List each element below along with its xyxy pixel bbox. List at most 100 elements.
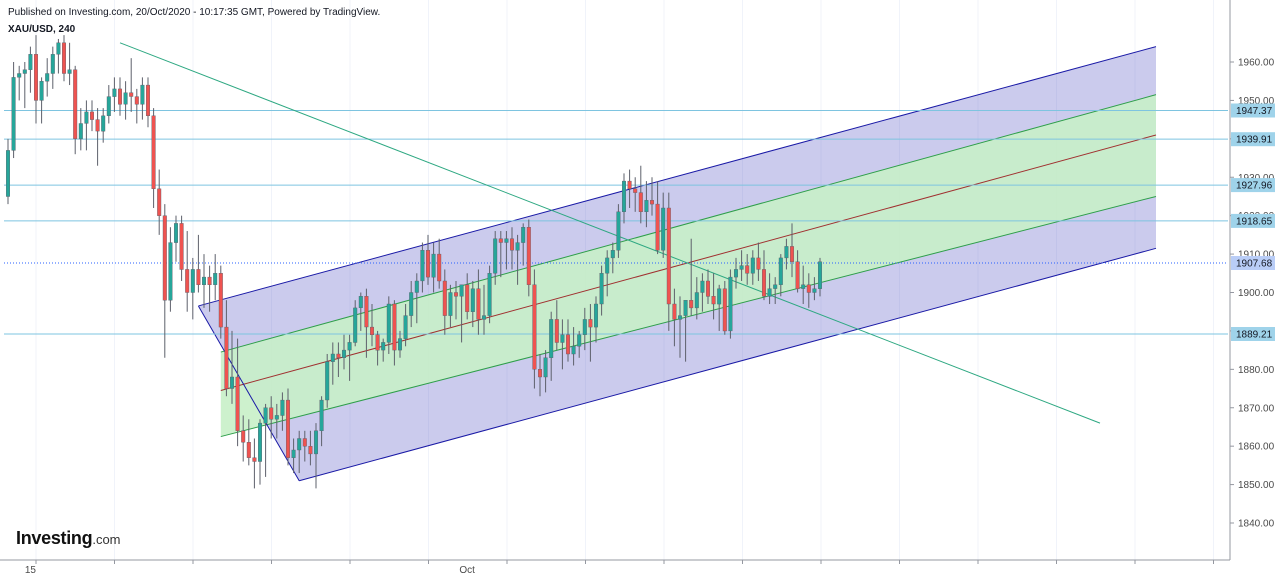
candle-body-down [633,188,638,193]
candle-body-down [308,446,313,455]
price-tag-bg [1231,132,1275,147]
candle-body-down [510,238,515,251]
candle [185,231,190,312]
candle [482,284,487,335]
time-axis[interactable]: 15 Oct [0,559,1230,576]
candle [325,353,330,408]
candle [818,257,823,297]
candle [22,62,27,109]
candle [207,265,212,312]
candle-body-up [784,246,789,259]
channel-inner-lower-line [220,195,1157,438]
candle [123,81,128,120]
candle [739,250,744,281]
candle-body-up [801,284,806,289]
candle-body-down [756,257,761,270]
candle [218,265,223,339]
candle-body-down [207,276,212,286]
candle-body-down [302,438,307,447]
price-tag-bg [1231,178,1275,193]
candle [258,419,263,485]
candle [790,223,795,278]
candle-body-down [375,334,380,351]
candle-body-down [218,273,223,328]
candle-body-down [426,249,431,278]
candle-body-down [476,288,481,320]
candle [678,296,683,358]
candle-body-down [762,269,767,297]
price-tag-bg [1231,103,1275,118]
candle [487,265,492,324]
candle-body-down [532,284,537,370]
candle [151,108,156,208]
candle [179,215,184,281]
candle [448,284,453,328]
candle [319,396,324,447]
candle-body-down [711,296,716,305]
candle [386,296,391,354]
candle [549,311,554,381]
candle [162,204,167,358]
candle [778,254,783,297]
candle [56,38,61,74]
price-tick-label: 1950.00 [1238,96,1275,107]
investing-logo[interactable]: Investing.com [16,528,121,549]
candle [610,242,615,274]
channel-left-edge [197,305,300,481]
channel-inner-upper-line [220,94,1157,353]
candle [594,296,599,343]
candle [655,181,660,255]
candle-body-down [442,280,447,316]
candle [454,280,459,320]
candle-body-down [179,223,184,270]
price-tag-bg [1231,327,1275,341]
candle [470,280,475,328]
candle-body-down [89,111,94,120]
candle [700,273,705,312]
candle [420,242,425,293]
candle-body-up [11,77,16,151]
candle [750,250,755,285]
candle [308,430,313,466]
candle [638,165,643,224]
candle [661,192,666,258]
candle-body-up [431,253,436,278]
candle [347,334,352,381]
candle [173,215,178,262]
candle-body-down [95,119,100,132]
price-tick-label: 1910.00 [1238,250,1275,261]
candle [622,173,627,224]
candle-body-up [67,69,72,74]
candle [398,330,403,358]
candle-body-up [353,307,358,343]
candle-body-up [190,269,195,293]
candle [392,300,397,366]
candle-body-up [274,415,279,420]
candle [773,277,778,305]
price-tick-label: 1840.00 [1238,519,1275,530]
price-axis[interactable]: 1840.001850.001860.001870.001880.001890.… [1229,0,1275,560]
candle-body-up [78,123,83,140]
candle [538,353,543,397]
candle-body-up [229,376,234,389]
logo-suffix: .com [92,532,121,547]
price-level-tag: 1939.91 [1231,132,1275,147]
candle-body-down [157,188,162,216]
candle-body-down [235,376,240,431]
price-level-tag: 1927.96 [1231,178,1275,193]
candle-body-up [683,300,688,316]
candle-body-up [504,238,509,243]
candle [336,342,341,378]
candle-body-down [806,284,811,293]
candle-body-up [140,84,145,105]
time-tick-label: Oct [459,565,475,576]
candle [588,304,593,362]
candle-body-down [246,442,251,458]
candle [784,238,789,270]
candle [364,288,369,358]
candle [168,227,173,312]
price-tag-label: 1918.65 [1236,216,1273,227]
candle-body-down [129,92,134,97]
candle [84,100,89,151]
